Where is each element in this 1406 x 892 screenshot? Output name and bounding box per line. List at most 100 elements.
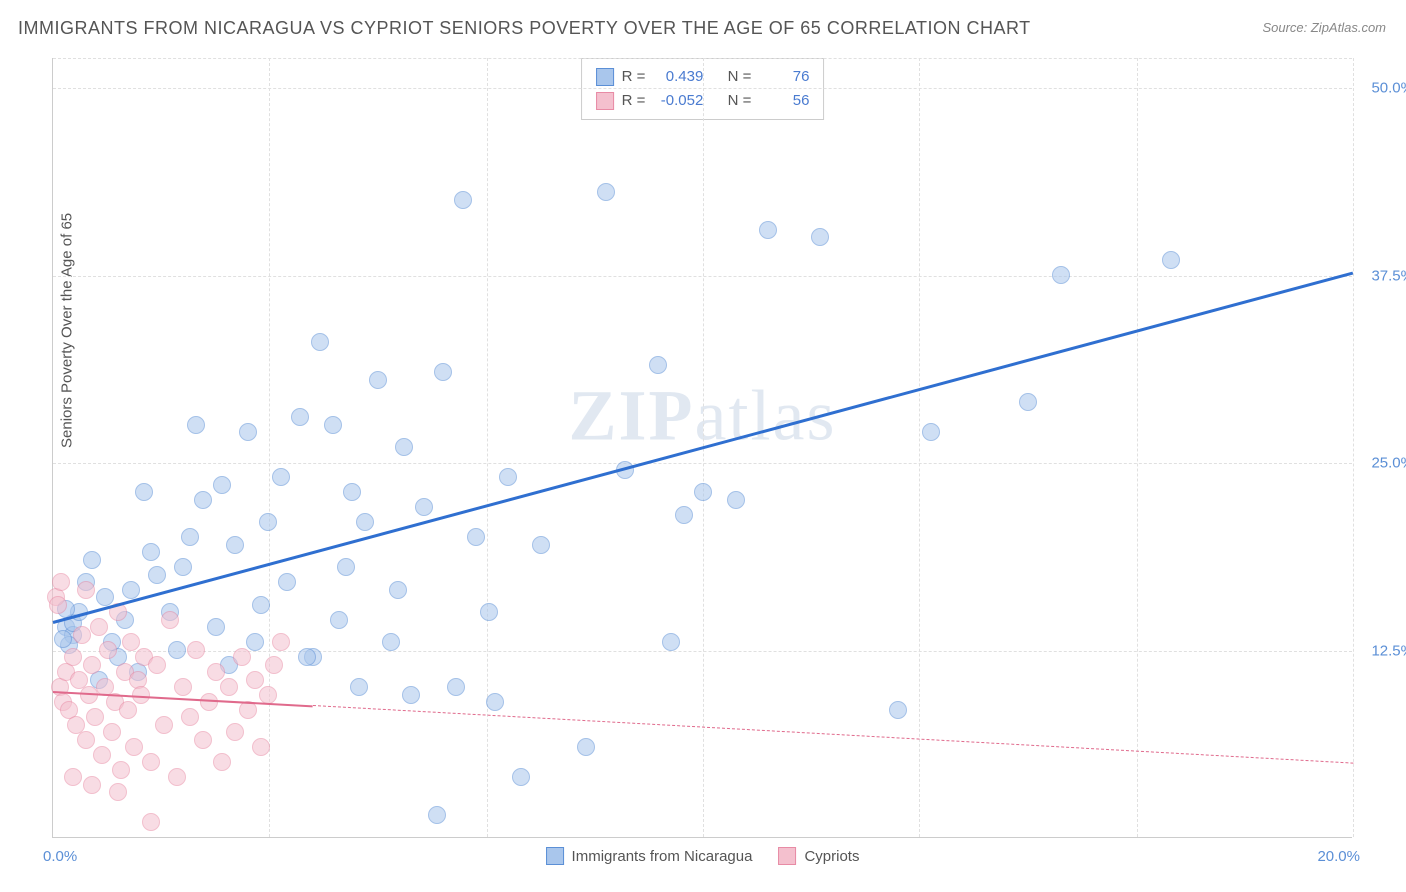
series-swatch bbox=[778, 847, 796, 865]
data-point bbox=[649, 356, 667, 374]
data-point bbox=[52, 573, 70, 591]
data-point bbox=[103, 723, 121, 741]
data-point bbox=[727, 491, 745, 509]
data-point bbox=[428, 806, 446, 824]
gridline-v bbox=[1353, 58, 1354, 837]
data-point bbox=[350, 678, 368, 696]
n-label: N = bbox=[728, 89, 752, 113]
data-point bbox=[174, 558, 192, 576]
data-point bbox=[889, 701, 907, 719]
data-point bbox=[402, 686, 420, 704]
data-point bbox=[168, 768, 186, 786]
data-point bbox=[83, 656, 101, 674]
data-point bbox=[356, 513, 374, 531]
r-label: R = bbox=[622, 65, 646, 89]
data-point bbox=[311, 333, 329, 351]
data-point bbox=[447, 678, 465, 696]
data-point bbox=[233, 648, 251, 666]
data-point bbox=[155, 716, 173, 734]
data-point bbox=[395, 438, 413, 456]
data-point bbox=[246, 671, 264, 689]
data-point bbox=[1052, 266, 1070, 284]
data-point bbox=[499, 468, 517, 486]
data-point bbox=[239, 423, 257, 441]
y-tick-label: 37.5% bbox=[1371, 267, 1406, 284]
gridline-v bbox=[269, 58, 270, 837]
data-point bbox=[181, 528, 199, 546]
data-point bbox=[291, 408, 309, 426]
data-point bbox=[1019, 393, 1037, 411]
data-point bbox=[187, 641, 205, 659]
data-point bbox=[142, 813, 160, 831]
data-point bbox=[122, 581, 140, 599]
data-point bbox=[213, 476, 231, 494]
data-point bbox=[226, 723, 244, 741]
data-point bbox=[252, 596, 270, 614]
data-point bbox=[811, 228, 829, 246]
data-point bbox=[597, 183, 615, 201]
data-point bbox=[337, 558, 355, 576]
data-point bbox=[168, 641, 186, 659]
chart-title: IMMIGRANTS FROM NICARAGUA VS CYPRIOT SEN… bbox=[18, 18, 1031, 39]
data-point bbox=[142, 543, 160, 561]
data-point bbox=[759, 221, 777, 239]
source-attribution: Source: ZipAtlas.com bbox=[1262, 20, 1386, 35]
r-value: -0.052 bbox=[653, 89, 703, 113]
x-tick-max: 20.0% bbox=[1317, 848, 1360, 865]
series-swatch bbox=[546, 847, 564, 865]
data-point bbox=[99, 641, 117, 659]
data-point bbox=[148, 656, 166, 674]
n-value: 76 bbox=[759, 65, 809, 89]
data-point bbox=[343, 483, 361, 501]
data-point bbox=[73, 626, 91, 644]
data-point bbox=[49, 596, 67, 614]
data-point bbox=[194, 731, 212, 749]
data-point bbox=[389, 581, 407, 599]
data-point bbox=[93, 746, 111, 764]
n-label: N = bbox=[728, 65, 752, 89]
data-point bbox=[369, 371, 387, 389]
data-point bbox=[694, 483, 712, 501]
data-point bbox=[220, 678, 238, 696]
legend-item: Cypriots bbox=[778, 847, 859, 865]
data-point bbox=[272, 468, 290, 486]
series-swatch bbox=[596, 68, 614, 86]
data-point bbox=[415, 498, 433, 516]
data-point bbox=[226, 536, 244, 554]
data-point bbox=[77, 731, 95, 749]
data-point bbox=[330, 611, 348, 629]
data-point bbox=[675, 506, 693, 524]
y-tick-label: 25.0% bbox=[1371, 455, 1406, 472]
data-point bbox=[324, 416, 342, 434]
r-value: 0.439 bbox=[653, 65, 703, 89]
x-tick-min: 0.0% bbox=[43, 848, 77, 865]
data-point bbox=[112, 761, 130, 779]
y-tick-label: 12.5% bbox=[1371, 642, 1406, 659]
data-point bbox=[90, 618, 108, 636]
data-point bbox=[278, 573, 296, 591]
data-point bbox=[83, 551, 101, 569]
data-point bbox=[454, 191, 472, 209]
plot-area: Seniors Poverty Over the Age of 65 ZIPat… bbox=[52, 58, 1352, 838]
data-point bbox=[64, 648, 82, 666]
data-point bbox=[86, 708, 104, 726]
data-point bbox=[142, 753, 160, 771]
data-point bbox=[662, 633, 680, 651]
data-point bbox=[252, 738, 270, 756]
data-point bbox=[532, 536, 550, 554]
series-legend: Immigrants from Nicaragua Cypriots bbox=[546, 847, 860, 865]
data-point bbox=[161, 611, 179, 629]
series-name: Cypriots bbox=[804, 848, 859, 865]
data-point bbox=[109, 783, 127, 801]
data-point bbox=[512, 768, 530, 786]
data-point bbox=[246, 633, 264, 651]
data-point bbox=[54, 630, 72, 648]
data-point bbox=[122, 633, 140, 651]
data-point bbox=[64, 768, 82, 786]
legend-item: Immigrants from Nicaragua bbox=[546, 847, 753, 865]
data-point bbox=[298, 648, 316, 666]
data-point bbox=[187, 416, 205, 434]
n-value: 56 bbox=[759, 89, 809, 113]
data-point bbox=[480, 603, 498, 621]
gridline-v bbox=[919, 58, 920, 837]
